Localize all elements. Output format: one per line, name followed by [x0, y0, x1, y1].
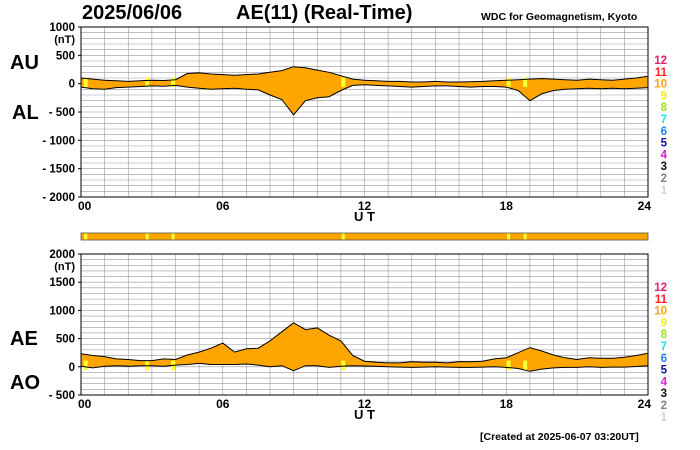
station-count-label: 7 [661, 114, 667, 126]
x-tick-label: 24 [638, 397, 652, 411]
x-tick-label: 12 [358, 397, 372, 411]
x-tick-label: 00 [78, 199, 92, 213]
station-count-label: 4 [661, 376, 668, 388]
station-change-marker [506, 360, 511, 371]
station-change-marker [506, 77, 511, 88]
y-tick-label: 1500 [49, 277, 75, 289]
station-count-label: 10 [654, 79, 667, 91]
x-tick-label: 24 [638, 199, 652, 213]
station-change-marker [171, 77, 176, 88]
station-change-marker [523, 77, 528, 88]
plot-frame [80, 253, 649, 396]
station-count-label: 8 [661, 102, 668, 114]
station-bar-marker [145, 233, 149, 240]
station-count-label: 6 [661, 126, 667, 138]
x-tick-label: 18 [500, 397, 514, 411]
y-tick-label: - 500 [49, 107, 75, 119]
station-count-label: 12 [654, 282, 667, 294]
y-tick-label: 0 [69, 79, 75, 91]
y-tick-label: 1000 [49, 22, 75, 34]
chart-title: AE(11) (Real-Time) [236, 2, 413, 24]
station-count-label: 2 [661, 173, 667, 185]
station-count-label: 1 [661, 412, 668, 424]
station-count-label: 12 [654, 55, 667, 67]
y-tick-label: - 500 [49, 390, 75, 402]
station-change-marker [145, 77, 150, 88]
station-count-label: 4 [661, 149, 668, 161]
x-tick-label: 18 [500, 199, 514, 213]
ao-label: AO [10, 372, 40, 394]
station-change-marker [83, 360, 88, 371]
y-tick-label: - 1000 [42, 135, 75, 147]
station-count-label: 7 [661, 341, 667, 353]
station-count-label: 5 [661, 138, 668, 150]
y-tick-label: 2000 [49, 249, 75, 261]
station-bar-marker [84, 233, 88, 240]
station-count-label: 9 [661, 90, 667, 102]
source-label: WDC for Geomagnetism, Kyoto [481, 11, 638, 23]
al-label: AL [12, 102, 39, 124]
station-change-marker [341, 77, 346, 88]
series-line-au [80, 66, 649, 83]
y-tick-label: 500 [56, 334, 75, 346]
y-tick-label: - 2000 [42, 192, 75, 204]
x-tick-label: 12 [358, 199, 372, 213]
date-label: 2025/06/06 [82, 2, 183, 24]
station-count-label: 11 [655, 294, 668, 306]
unit-label: (nT) [54, 261, 75, 273]
station-bar-marker [507, 233, 511, 240]
y-tick-label: 1000 [49, 305, 75, 317]
ae-label: AE [10, 328, 38, 350]
station-count-label: 1 [661, 185, 668, 197]
station-count-label: 5 [661, 365, 668, 377]
station-bar-marker [341, 233, 345, 240]
station-count-label: 2 [661, 400, 667, 412]
au-label: AU [10, 52, 39, 74]
station-count-label: 8 [661, 329, 668, 341]
station-count-label: 6 [661, 353, 667, 365]
x-axis-label: U T [354, 407, 375, 422]
series-area-au-al [81, 66, 648, 115]
series-line-al [80, 84, 649, 116]
x-tick-label: 00 [78, 397, 92, 411]
x-tick-label: 06 [216, 199, 230, 213]
station-change-marker [83, 77, 88, 88]
station-count-label: 11 [655, 67, 668, 79]
x-axis-label: U T [354, 209, 375, 224]
station-change-marker [523, 360, 528, 371]
station-count-label: 3 [661, 161, 667, 173]
y-tick-label: - 1500 [42, 164, 75, 176]
series-line-ae [80, 322, 649, 364]
series-line-ao [80, 362, 649, 372]
station-count-label: 10 [654, 306, 667, 318]
y-tick-label: 0 [69, 362, 75, 374]
unit-label: (nT) [54, 34, 75, 46]
station-bar-marker [171, 233, 175, 240]
created-timestamp: [Created at 2025-06-07 03:20UT] [480, 431, 639, 443]
station-bar-marker [523, 233, 527, 240]
series-area-ae-ao [81, 322, 648, 372]
station-count-label: 9 [661, 317, 667, 329]
station-availability-bar [80, 232, 649, 241]
x-tick-label: 06 [216, 397, 230, 411]
station-count-label: 3 [661, 388, 667, 400]
y-tick-label: 500 [56, 50, 75, 62]
station-change-marker [341, 360, 346, 371]
